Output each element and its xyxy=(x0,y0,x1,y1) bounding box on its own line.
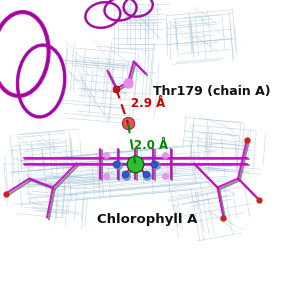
Text: Thr179 (chain A): Thr179 (chain A) xyxy=(153,85,271,98)
Text: 2.9 Å: 2.9 Å xyxy=(131,97,165,110)
Text: Chlorophyll A: Chlorophyll A xyxy=(97,212,197,226)
Text: 2.0 Å: 2.0 Å xyxy=(134,139,168,152)
